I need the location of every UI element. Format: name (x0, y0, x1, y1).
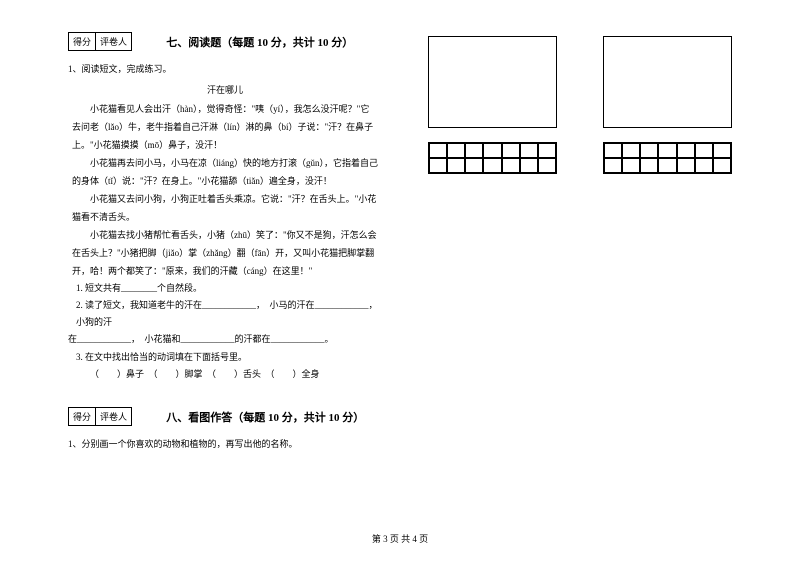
drawing-box-plant[interactable] (603, 36, 732, 128)
section-7-title: 七、阅读题（每题 10 分，共计 10 分） (166, 34, 353, 50)
score-label: 得分 (69, 33, 96, 50)
sub-q1: 1. 短文共有________个自然段。 (76, 280, 382, 297)
passage-title: 汗在哪儿 (68, 83, 382, 96)
score-label: 得分 (69, 408, 96, 425)
section-8-title: 八、看图作答（每题 10 分，共计 10 分） (166, 409, 364, 425)
drawing-boxes-row (428, 36, 732, 128)
left-column: 得分 评卷人 七、阅读题（每题 10 分，共计 10 分） 1、阅读短文，完成练… (0, 0, 400, 565)
sub-q3b: （ ）鼻子 （ ）脚掌 （ ）舌头 （ ）全身 (90, 366, 382, 383)
section-7-header: 得分 评卷人 七、阅读题（每题 10 分，共计 10 分） (68, 32, 382, 55)
page-footer: 第 3 页 共 4 页 (0, 532, 800, 545)
score-box-8: 得分 评卷人 (68, 407, 132, 426)
sub-q3: 3. 在文中找出恰当的动词填在下面括号里。 (76, 349, 382, 366)
sub-q2b: 在____________， 小花猫和____________的汗都在_____… (68, 331, 382, 348)
right-column (400, 0, 800, 565)
drawing-box-animal[interactable] (428, 36, 557, 128)
q8-1: 1、分别画一个你喜欢的动物和植物的，再写出他的名称。 (68, 436, 382, 452)
para-1: 小花猫看见人会出汗（hàn），觉得奇怪："咦（yí），我怎么没汗呢？"它去问老（… (72, 100, 378, 154)
para-2: 小花猫再去问小马，小马在凉（liáng）快的地方打滚（gǔn），它指着自己的身体… (72, 154, 378, 190)
grader-label: 评卷人 (96, 408, 131, 425)
para-4: 小花猫去找小猪帮忙看舌头，小猪（zhū）笑了："你又不是狗，汗怎么会在舌头上？"… (72, 226, 378, 280)
writing-grid-plant[interactable] (603, 142, 732, 174)
para-3: 小花猫又去问小狗，小狗正吐着舌头乘凉。它说："汗？在舌头上。"小花猫看不清舌头。 (72, 190, 378, 226)
q7-1: 1、阅读短文，完成练习。 (68, 61, 382, 77)
grader-label: 评卷人 (96, 33, 131, 50)
writing-grid-animal[interactable] (428, 142, 557, 174)
section-8: 得分 评卷人 八、看图作答（每题 10 分，共计 10 分） 1、分别画一个你喜… (68, 407, 382, 452)
writing-grids-row (428, 142, 732, 174)
sub-q2a: 2. 读了短文，我知道老牛的汗在____________， 小马的汗在_____… (76, 297, 382, 331)
score-box-7: 得分 评卷人 (68, 32, 132, 51)
section-8-header: 得分 评卷人 八、看图作答（每题 10 分，共计 10 分） (68, 407, 382, 430)
